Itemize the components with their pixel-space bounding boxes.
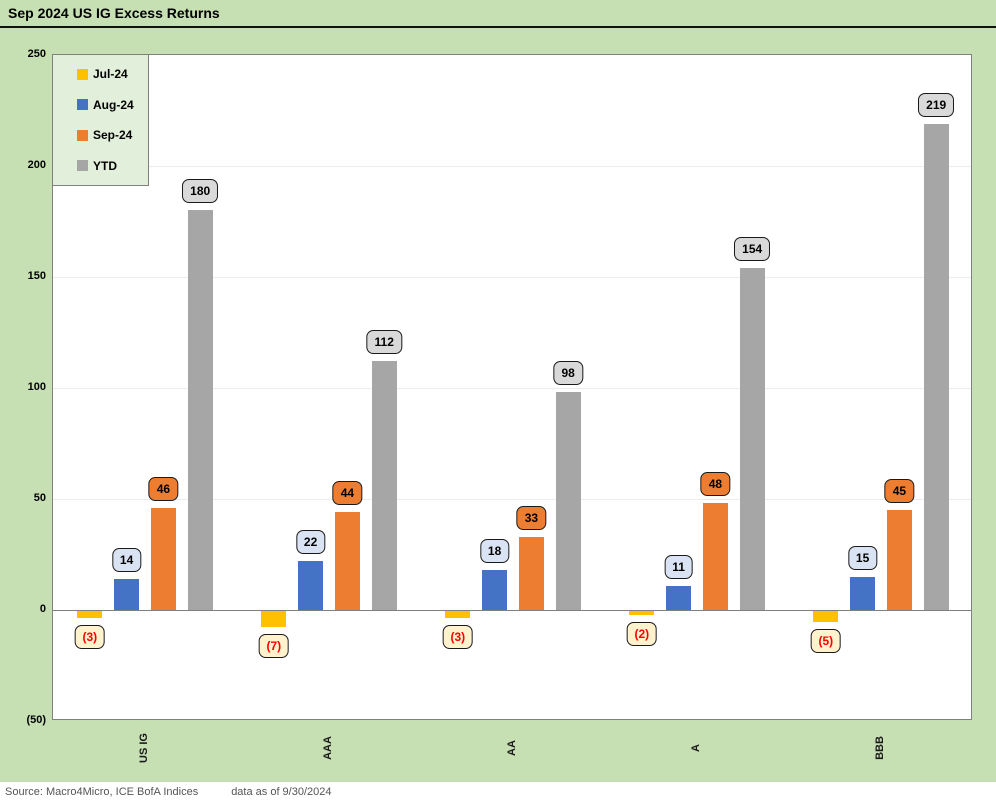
- legend-swatch-icon: [77, 68, 88, 80]
- plot-area: (3) 14 46 180 (7) 22 44 112 (3) 18 33 98 (2) 11 48 154 (…: [52, 54, 972, 720]
- x-axis-category-label: US IG: [138, 733, 150, 763]
- y-axis-tick-label: 0: [39, 603, 46, 615]
- legend-label: Jul-24: [93, 67, 128, 82]
- x-axis-category-label: BBB: [874, 736, 886, 760]
- bar-value-label: 219: [918, 92, 955, 117]
- bar-aug-24-aa: [482, 570, 508, 610]
- y-axis-tick-label: 150: [27, 270, 46, 282]
- y-axis-tick-label: 200: [27, 159, 46, 171]
- legend-label: Aug-24: [93, 97, 134, 112]
- bar-aug-24-us-ig: [114, 578, 140, 610]
- footer-bar: Source: Macro4Micro, ICE BofA Indices dat…: [0, 782, 996, 802]
- x-axis-category-label: AAA: [322, 736, 334, 760]
- bar-value-label: 45: [884, 479, 915, 504]
- bar-value-label: 98: [553, 361, 583, 386]
- legend-swatch-icon: [77, 160, 88, 172]
- bar-sep-24-us-ig: [150, 507, 176, 610]
- bar-value-label: 18: [479, 539, 510, 564]
- bar-jul-24-bbb: [813, 611, 839, 623]
- bar-value-label: 154: [734, 237, 771, 262]
- bar-value-label: (5): [810, 629, 842, 654]
- title-bar: Sep 2024 US IG Excess Returns: [0, 0, 996, 28]
- y-axis-tick-label: (50): [26, 714, 46, 726]
- bar-value-label: 44: [332, 481, 363, 506]
- bar-aug-24-aaa: [298, 561, 324, 610]
- bar-ytd-us-ig: [187, 210, 213, 610]
- bar-ytd-bbb: [923, 123, 949, 610]
- legend-item-ytd: YTD: [77, 159, 148, 173]
- bar-ytd-a: [739, 268, 765, 610]
- bar-ytd-aaa: [371, 361, 397, 610]
- gridline: [53, 165, 971, 167]
- bar-jul-24-aaa: [261, 611, 287, 627]
- bar-value-label: (7): [258, 633, 290, 658]
- legend-label: YTD: [93, 158, 117, 173]
- bar-value-label: (2): [626, 622, 658, 647]
- source-note: Source: Macro4Micro, ICE BofA Indices: [5, 786, 199, 798]
- zero-axis-line: [53, 609, 971, 611]
- gridline: [53, 498, 971, 500]
- bar-sep-24-aaa: [334, 512, 360, 610]
- y-axis-tick-label: 100: [27, 381, 46, 393]
- bar-value-label: (3): [74, 624, 106, 649]
- bar-aug-24-bbb: [850, 576, 876, 610]
- legend-item-sep-24: Sep-24: [77, 128, 148, 142]
- bar-jul-24-us-ig: [77, 611, 103, 618]
- page-title: Sep 2024 US IG Excess Returns: [8, 5, 220, 21]
- bar-value-label: 22: [295, 530, 326, 555]
- bar-value-label: 33: [516, 505, 547, 530]
- bar-sep-24-a: [702, 503, 728, 610]
- bar-jul-24-aa: [445, 611, 471, 618]
- y-axis-tick-label: 50: [33, 492, 46, 504]
- bar-value-label: (3): [442, 624, 474, 649]
- gridline: [53, 276, 971, 278]
- bar-sep-24-aa: [518, 536, 544, 610]
- legend-swatch-icon: [77, 99, 88, 111]
- legend-swatch-icon: [77, 129, 88, 141]
- bar-value-label: 112: [366, 330, 402, 355]
- bar-aug-24-a: [666, 585, 692, 610]
- x-axis-category-label: AA: [506, 740, 518, 756]
- bar-ytd-aa: [555, 392, 581, 610]
- as-of-note: data as of 9/30/2024: [231, 786, 332, 798]
- bar-value-label: 180: [182, 179, 219, 204]
- y-axis-tick-label: 250: [27, 48, 46, 60]
- legend-label: Sep-24: [93, 128, 133, 143]
- legend-item-jul-24: Jul-24: [77, 67, 148, 81]
- bar-value-label: 15: [847, 545, 878, 570]
- bar-value-label: 11: [664, 554, 693, 579]
- gridline: [53, 387, 971, 389]
- bar-value-label: 46: [148, 476, 179, 501]
- bar-value-label: 14: [111, 547, 142, 572]
- chart-legend: Jul-24 Aug-24 Sep-24 YTD: [52, 54, 149, 186]
- x-axis-category-label: A: [690, 744, 702, 752]
- bar-value-label: 48: [700, 472, 731, 497]
- legend-item-aug-24: Aug-24: [77, 98, 148, 112]
- bar-sep-24-bbb: [886, 510, 912, 610]
- bar-jul-24-a: [629, 611, 655, 616]
